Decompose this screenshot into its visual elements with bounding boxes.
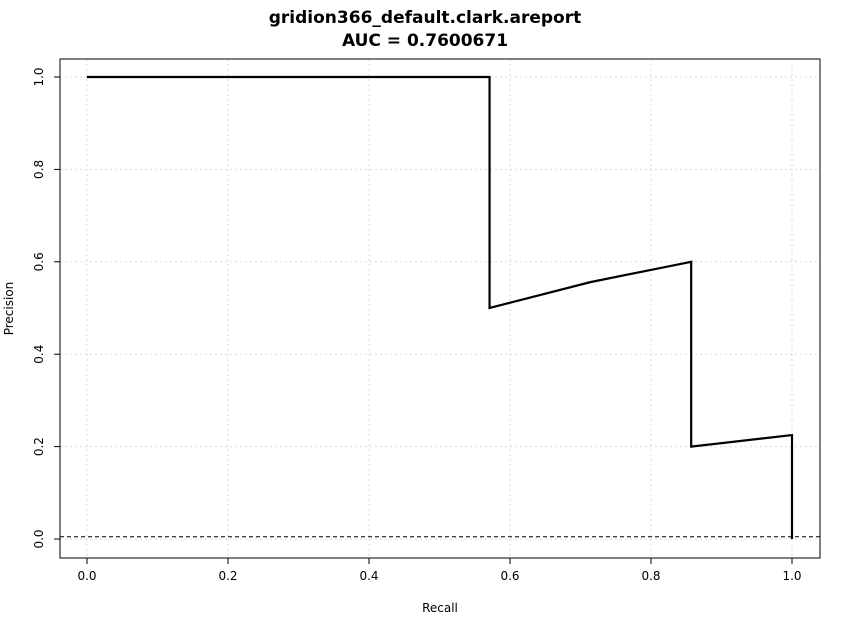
grid bbox=[60, 59, 820, 558]
chart-subtitle: AUC = 0.7600671 bbox=[341, 31, 509, 51]
y-tick-label: 0.6 bbox=[32, 252, 46, 271]
x-tick-label: 0.4 bbox=[359, 569, 378, 583]
y-tick-label: 0.4 bbox=[32, 345, 46, 364]
chart-title: gridion366_default.clark.areport bbox=[268, 8, 582, 28]
y-tick-label: 0.8 bbox=[32, 160, 46, 179]
x-axis: 0.0 0.2 0.4 0.6 0.8 1.0 bbox=[77, 558, 802, 583]
pr-curve-line bbox=[87, 75, 794, 539]
plot-frame bbox=[59, 58, 821, 559]
y-axis: 0.0 0.2 0.4 0.6 0.8 1.0 bbox=[32, 67, 60, 549]
x-tick-label: 0.0 bbox=[77, 569, 96, 583]
x-axis-label: Recall bbox=[422, 601, 458, 615]
x-tick-label: 0.2 bbox=[218, 569, 237, 583]
series-layer bbox=[87, 75, 794, 539]
y-tick-label: 1.0 bbox=[32, 67, 46, 86]
x-tick-label: 0.6 bbox=[500, 569, 519, 583]
y-tick-label: 0.2 bbox=[32, 437, 46, 456]
x-tick-label: 1.0 bbox=[782, 569, 801, 583]
y-tick-label: 0.0 bbox=[32, 529, 46, 548]
y-axis-label: Precision bbox=[2, 282, 16, 336]
x-tick-label: 0.8 bbox=[641, 569, 660, 583]
